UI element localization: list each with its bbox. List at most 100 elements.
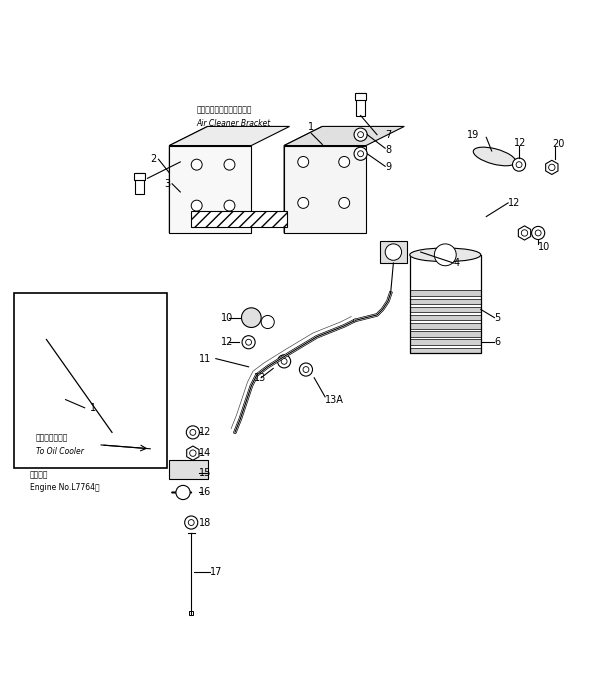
Text: 12: 12 bbox=[221, 337, 234, 347]
Text: 13A: 13A bbox=[325, 394, 344, 405]
Circle shape bbox=[242, 335, 255, 349]
Circle shape bbox=[299, 363, 313, 376]
Circle shape bbox=[190, 450, 196, 456]
Polygon shape bbox=[284, 126, 322, 233]
Bar bbox=[133, 173, 145, 180]
Circle shape bbox=[97, 415, 111, 428]
Text: 8: 8 bbox=[385, 145, 391, 155]
Circle shape bbox=[339, 156, 350, 168]
Bar bbox=[410, 291, 481, 296]
Polygon shape bbox=[546, 160, 558, 175]
Circle shape bbox=[516, 162, 522, 168]
Polygon shape bbox=[30, 310, 60, 454]
Bar bbox=[410, 331, 481, 337]
Bar bbox=[169, 460, 207, 479]
Circle shape bbox=[186, 426, 200, 439]
Circle shape bbox=[278, 355, 291, 368]
Polygon shape bbox=[518, 226, 531, 240]
Text: 17: 17 bbox=[210, 567, 223, 576]
Bar bbox=[14, 293, 166, 468]
Circle shape bbox=[435, 244, 456, 265]
Circle shape bbox=[354, 147, 367, 160]
Bar bbox=[191, 211, 287, 227]
Text: 20: 20 bbox=[552, 139, 564, 149]
Circle shape bbox=[191, 159, 202, 170]
Text: 1: 1 bbox=[90, 403, 96, 413]
Bar bbox=[356, 93, 365, 116]
Circle shape bbox=[48, 349, 61, 363]
Text: 18: 18 bbox=[200, 517, 212, 528]
Polygon shape bbox=[169, 145, 251, 233]
Bar bbox=[410, 307, 481, 312]
Circle shape bbox=[297, 156, 309, 168]
Text: 4: 4 bbox=[454, 258, 460, 268]
Text: 19: 19 bbox=[467, 130, 480, 140]
Text: 2: 2 bbox=[150, 154, 156, 164]
Circle shape bbox=[188, 519, 194, 526]
Circle shape bbox=[549, 164, 555, 170]
Polygon shape bbox=[284, 126, 404, 145]
Text: 12: 12 bbox=[508, 198, 520, 208]
Text: 10: 10 bbox=[538, 242, 551, 252]
Bar bbox=[410, 348, 481, 353]
Polygon shape bbox=[284, 145, 366, 233]
Circle shape bbox=[513, 158, 526, 171]
Text: To Oil Cooler: To Oil Cooler bbox=[35, 447, 84, 456]
Circle shape bbox=[191, 200, 202, 211]
Text: 適用号機: 適用号機 bbox=[30, 471, 49, 479]
Ellipse shape bbox=[410, 248, 481, 261]
Bar bbox=[410, 315, 481, 320]
Circle shape bbox=[224, 200, 235, 211]
Circle shape bbox=[48, 415, 61, 428]
Circle shape bbox=[297, 198, 309, 208]
Polygon shape bbox=[169, 126, 207, 233]
Circle shape bbox=[358, 132, 364, 138]
Bar bbox=[410, 323, 481, 329]
Circle shape bbox=[224, 159, 235, 170]
Circle shape bbox=[97, 349, 111, 363]
Bar bbox=[380, 241, 407, 263]
Polygon shape bbox=[30, 310, 159, 329]
Text: Engine No.L7764～: Engine No.L7764～ bbox=[30, 483, 100, 492]
Polygon shape bbox=[30, 329, 129, 454]
Text: 14: 14 bbox=[200, 448, 212, 458]
Circle shape bbox=[532, 226, 545, 240]
Text: 16: 16 bbox=[200, 488, 212, 498]
Circle shape bbox=[535, 230, 541, 236]
Bar bbox=[410, 255, 481, 353]
Bar bbox=[410, 340, 481, 345]
Text: 13: 13 bbox=[254, 373, 266, 383]
Ellipse shape bbox=[473, 147, 516, 166]
Text: 12: 12 bbox=[200, 427, 212, 437]
Polygon shape bbox=[187, 446, 199, 460]
Circle shape bbox=[185, 516, 198, 529]
Circle shape bbox=[246, 340, 252, 345]
Text: 15: 15 bbox=[200, 469, 212, 479]
Text: 7: 7 bbox=[385, 130, 391, 140]
Text: 10: 10 bbox=[221, 312, 234, 323]
Text: 6: 6 bbox=[495, 337, 501, 347]
Text: Air Cleaner Bracket: Air Cleaner Bracket bbox=[197, 120, 271, 128]
Circle shape bbox=[303, 367, 309, 373]
Circle shape bbox=[261, 316, 274, 329]
Text: オイルクーラへ: オイルクーラへ bbox=[35, 433, 68, 442]
Circle shape bbox=[385, 244, 401, 260]
Bar bbox=[410, 299, 481, 304]
Text: 5: 5 bbox=[495, 312, 501, 323]
Text: 12: 12 bbox=[514, 138, 526, 148]
Text: 1: 1 bbox=[308, 122, 314, 132]
Text: 11: 11 bbox=[200, 354, 212, 364]
Bar bbox=[135, 173, 144, 194]
Circle shape bbox=[176, 485, 190, 500]
Circle shape bbox=[339, 198, 350, 208]
Bar bbox=[189, 611, 194, 615]
Circle shape bbox=[358, 151, 364, 157]
Text: エアークリーナブラケット: エアークリーナブラケット bbox=[197, 105, 252, 115]
Polygon shape bbox=[169, 126, 290, 145]
Circle shape bbox=[281, 359, 287, 365]
Circle shape bbox=[354, 128, 367, 141]
Bar bbox=[355, 93, 366, 100]
Text: 3: 3 bbox=[164, 179, 170, 189]
Circle shape bbox=[242, 308, 261, 327]
Circle shape bbox=[521, 230, 528, 236]
